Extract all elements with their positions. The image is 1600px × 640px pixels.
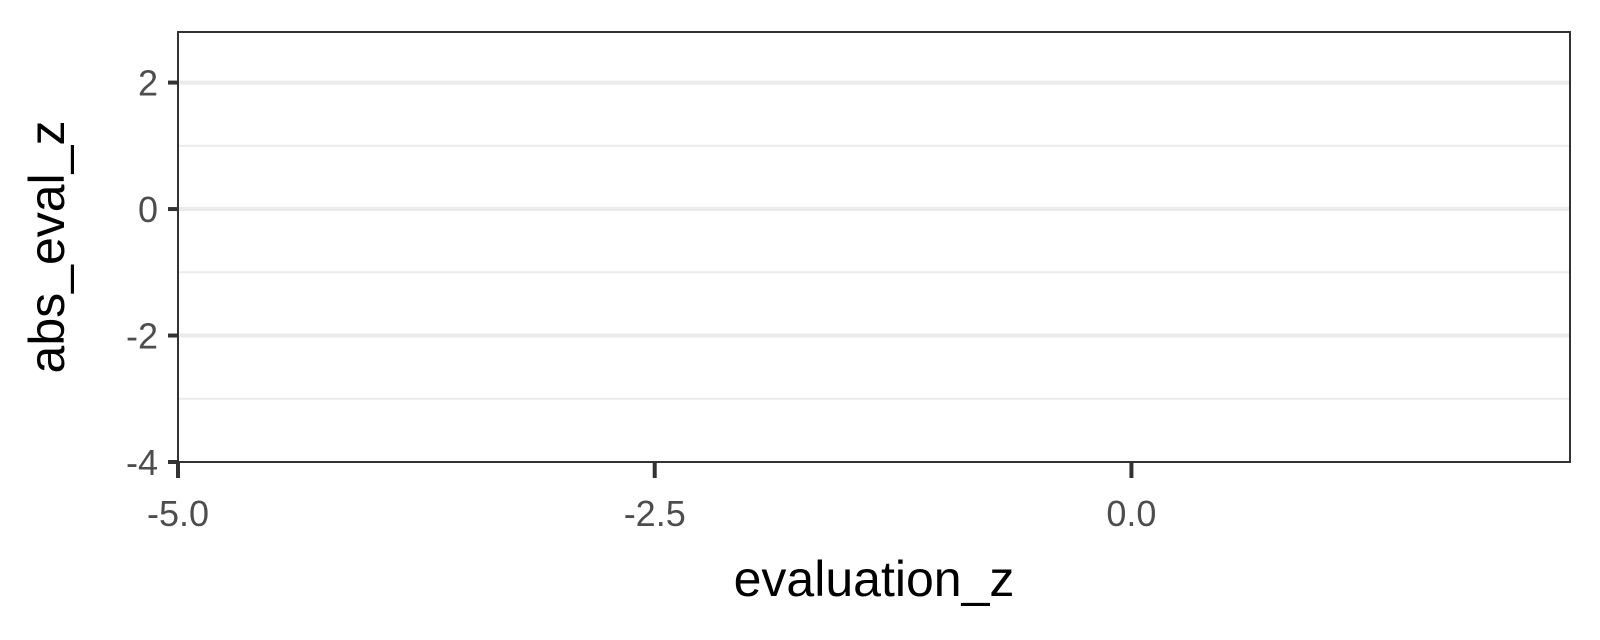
- x-tick-label: -5.0: [147, 493, 209, 534]
- x-axis-title: evaluation_z: [734, 551, 1015, 607]
- y-tick-label: 2: [138, 63, 158, 104]
- y-tick-label: 0: [138, 189, 158, 230]
- y-tick-label: -4: [126, 442, 158, 483]
- y-tick-label: -2: [126, 316, 158, 357]
- x-tick-label: -2.5: [624, 493, 686, 534]
- x-tick-label: 0.0: [1106, 493, 1156, 534]
- y-axis-title: abs_eval_z: [19, 121, 75, 374]
- tick-label-layer: -4 -2 0 2 -5.0 -2.5 0.0: [126, 63, 1156, 534]
- tick-layer: [168, 80, 1134, 478]
- plot-background: [178, 32, 1570, 462]
- grid-layer: [178, 80, 1570, 400]
- panel-border: [177, 31, 1571, 463]
